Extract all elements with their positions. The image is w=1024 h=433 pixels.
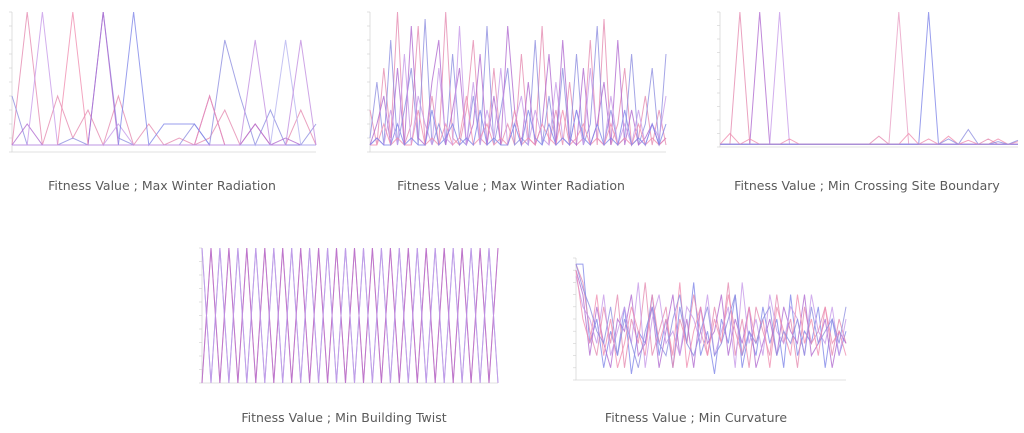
chart-2 bbox=[367, 11, 667, 153]
chart-5-series-line-5 bbox=[575, 270, 847, 368]
chart-1-series-line-3 bbox=[11, 11, 316, 146]
chart-4 bbox=[199, 247, 499, 384]
chart-1-series-line-4 bbox=[12, 11, 316, 146]
chart-5 bbox=[573, 257, 847, 381]
chart-5-series-line-6 bbox=[575, 263, 847, 368]
chart-3-series-line-2 bbox=[720, 11, 1018, 145]
chart-2-series-line-1 bbox=[369, 11, 667, 147]
chart-2-series-line-6 bbox=[369, 109, 667, 147]
chart-2-series-line-5 bbox=[370, 95, 667, 147]
chart-1-series-line-5 bbox=[12, 11, 316, 146]
chart-1-series-line-7 bbox=[12, 39, 316, 146]
chart-1-caption: Fitness Value ; Max Winter Radiation bbox=[48, 178, 276, 193]
chart-2-series-line-4 bbox=[369, 25, 667, 147]
chart-1-series-line-1 bbox=[11, 11, 317, 147]
chart-1 bbox=[9, 11, 317, 153]
chart-4-caption: Fitness Value ; Min Building Twist bbox=[241, 410, 447, 425]
chart-1-axes bbox=[11, 12, 316, 153]
chart-1-series-line-8 bbox=[12, 39, 317, 146]
chart-4-series-line-4 bbox=[201, 247, 499, 384]
chart-1-series-line-6 bbox=[12, 11, 316, 147]
chart-3-caption: Fitness Value ; Min Crossing Site Bounda… bbox=[734, 178, 1000, 193]
chart-3-series-line-6 bbox=[719, 132, 1019, 145]
chart-5-caption: Fitness Value ; Min Curvature bbox=[604, 410, 788, 425]
chart-1-series-line-2 bbox=[11, 11, 317, 147]
chart-3 bbox=[717, 11, 1019, 148]
chart-2-caption: Fitness Value ; Max Winter Radiation bbox=[397, 178, 625, 193]
chart-3-series-line-7 bbox=[720, 128, 1019, 145]
